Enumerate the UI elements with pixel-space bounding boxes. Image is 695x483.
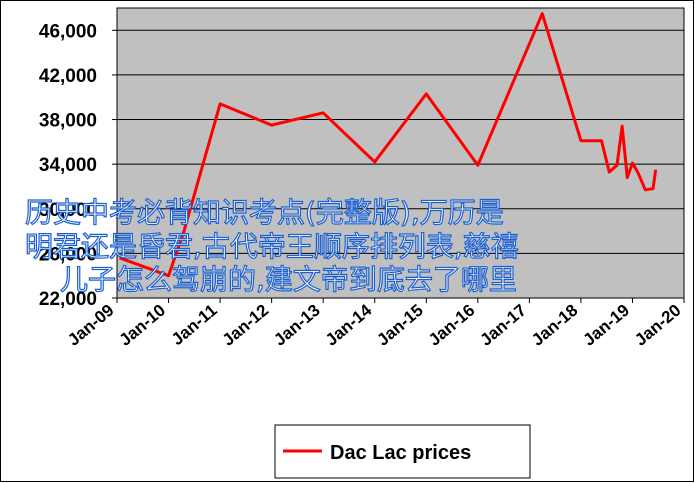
y-tick-label: 26,000 bbox=[39, 244, 97, 265]
y-tick-label: 22,000 bbox=[39, 289, 97, 310]
y-tick-label: 38,000 bbox=[39, 111, 97, 132]
data-line bbox=[119, 12, 658, 278]
y-tick-label: 30,000 bbox=[39, 200, 97, 221]
y-tick-label: 42,000 bbox=[39, 66, 97, 87]
y-tick-label: 46,000 bbox=[39, 21, 97, 42]
overlay-text: 明君还是昏君,古代帝王顺序排列表,慈禧 bbox=[25, 230, 519, 263]
legend-label: Dac Lac prices bbox=[330, 442, 471, 464]
y-tick-label: 34,000 bbox=[39, 155, 97, 176]
overlay-text: 历史中考必背知识考点(完整版),万历是 bbox=[25, 196, 504, 229]
plot-area bbox=[116, 7, 685, 299]
overlay-text: 儿子怎么驾崩的,建文帝到底去了哪里 bbox=[60, 263, 517, 296]
